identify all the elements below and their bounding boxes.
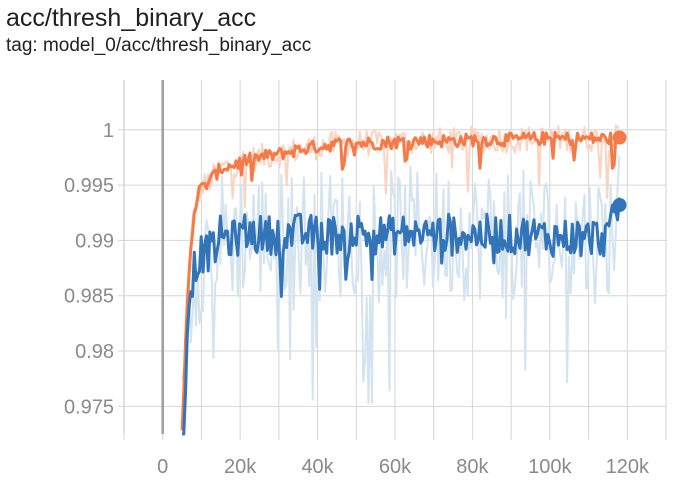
x-tick-label: 80k bbox=[456, 456, 489, 478]
chart-title: acc/thresh_binary_acc bbox=[6, 4, 257, 32]
x-tick-label: 120k bbox=[606, 456, 650, 478]
y-tick-label: 0.99 bbox=[75, 230, 114, 252]
series-line-orange bbox=[180, 130, 621, 431]
series-line-blue bbox=[182, 197, 621, 436]
series-raw-blue bbox=[181, 155, 621, 405]
y-tick-label: 0.995 bbox=[64, 175, 114, 197]
y-tick-label: 0.985 bbox=[64, 286, 114, 308]
series-endpoint-orange bbox=[612, 130, 627, 145]
y-tick-label: 0.98 bbox=[75, 341, 114, 363]
x-tick-label: 20k bbox=[224, 456, 257, 478]
x-tick-label: 60k bbox=[379, 456, 412, 478]
chart-tag: tag: model_0/acc/thresh_binary_acc bbox=[6, 35, 312, 56]
x-tick-label: 0 bbox=[157, 456, 168, 478]
series-endpoint-blue bbox=[612, 198, 627, 213]
y-tick-label: 1 bbox=[103, 120, 114, 142]
x-tick-label: 100k bbox=[528, 456, 572, 478]
y-tick-label: 0.975 bbox=[64, 396, 114, 418]
x-tick-label: 40k bbox=[301, 456, 334, 478]
series-raw-orange bbox=[181, 124, 620, 430]
